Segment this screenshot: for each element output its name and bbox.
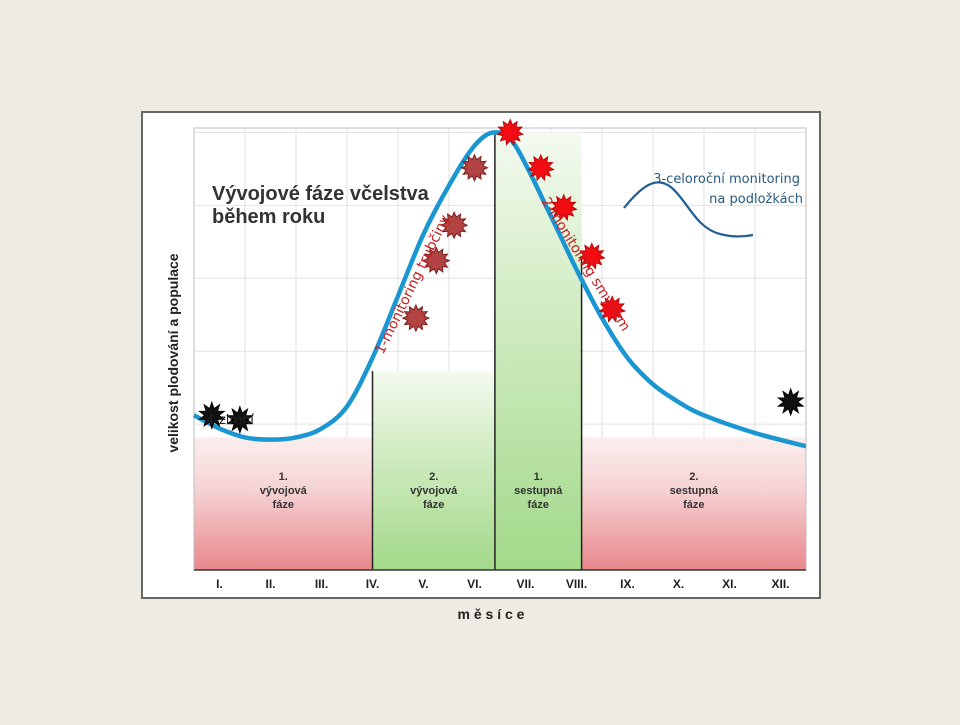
- x-tick-label: X.: [673, 577, 684, 591]
- celorocni-legend-line: [623, 181, 754, 238]
- annotation-celorocni-2: na podložkách: [709, 192, 803, 207]
- phase-label: fáze: [423, 499, 444, 511]
- phase-label: fáze: [528, 499, 549, 511]
- marker-trubciny: [401, 303, 431, 333]
- phase-band: [372, 371, 495, 570]
- x-tick-label: II.: [265, 577, 275, 591]
- x-tick-label: XII.: [771, 577, 789, 591]
- y-axis-label: velikost plodování a populace: [165, 253, 181, 452]
- annotation-zimni: 4-zimní: [206, 413, 254, 428]
- population-line: [192, 130, 807, 449]
- marker-smyvem: [496, 118, 525, 146]
- phase-label: sestupná: [514, 485, 563, 497]
- marker-smyvem: [549, 193, 578, 221]
- x-tick-labels: I. II. III. IV. V. VI. VII. VIII. IX. X. XI. XII.: [216, 577, 789, 591]
- population-curve: [192, 130, 807, 449]
- phase-label: fáze: [273, 499, 294, 511]
- marker-trubciny: [460, 153, 489, 183]
- phase-label: 2.: [689, 471, 698, 483]
- marker-smyvem: [598, 295, 627, 323]
- x-tick-label: XI.: [722, 577, 737, 591]
- annotation-celorocni-1: 3-celoroční monitoring: [653, 172, 800, 187]
- marker-zimni: [226, 405, 254, 435]
- x-tick-label: V.: [418, 577, 428, 591]
- phase-label: 2.: [429, 471, 438, 483]
- phase-band: [581, 437, 806, 570]
- phase-label: 1.: [279, 471, 288, 483]
- phase-label: sestupná: [670, 485, 719, 497]
- x-axis-label: m ě s í c e: [458, 606, 525, 622]
- marker-zimni: [776, 387, 805, 417]
- phase-dividers: [371, 132, 583, 570]
- x-tick-label: I.: [216, 577, 223, 591]
- chart-title-line2: během roku: [212, 206, 325, 228]
- phase-label: fáze: [683, 499, 704, 511]
- x-tick-label: VI.: [467, 577, 482, 591]
- phase-bands: [194, 132, 806, 570]
- phase-band: [194, 437, 373, 570]
- markers: [198, 118, 805, 435]
- marker-zimni: [198, 400, 226, 430]
- marker-trubciny: [422, 246, 451, 275]
- x-tick-label: IV.: [366, 577, 380, 591]
- x-tick-label: VII.: [516, 577, 534, 591]
- marker-smyvem: [577, 242, 606, 270]
- x-tick-label: III.: [315, 577, 328, 591]
- marker-smyvem: [526, 153, 555, 182]
- phase-label: vývojová: [410, 485, 458, 497]
- x-tick-label: VIII.: [566, 577, 587, 591]
- phase-labels: 1. vývojová fáze 2. vývojová fáze 1. sestupná fá…: [260, 471, 719, 511]
- phase-label: vývojová: [260, 485, 308, 497]
- phase-label: 1.: [534, 471, 543, 483]
- marker-trubciny: [439, 210, 469, 240]
- chart-title-line1: Vývojové fáze včelstva: [212, 183, 430, 205]
- x-tick-label: IX.: [620, 577, 635, 591]
